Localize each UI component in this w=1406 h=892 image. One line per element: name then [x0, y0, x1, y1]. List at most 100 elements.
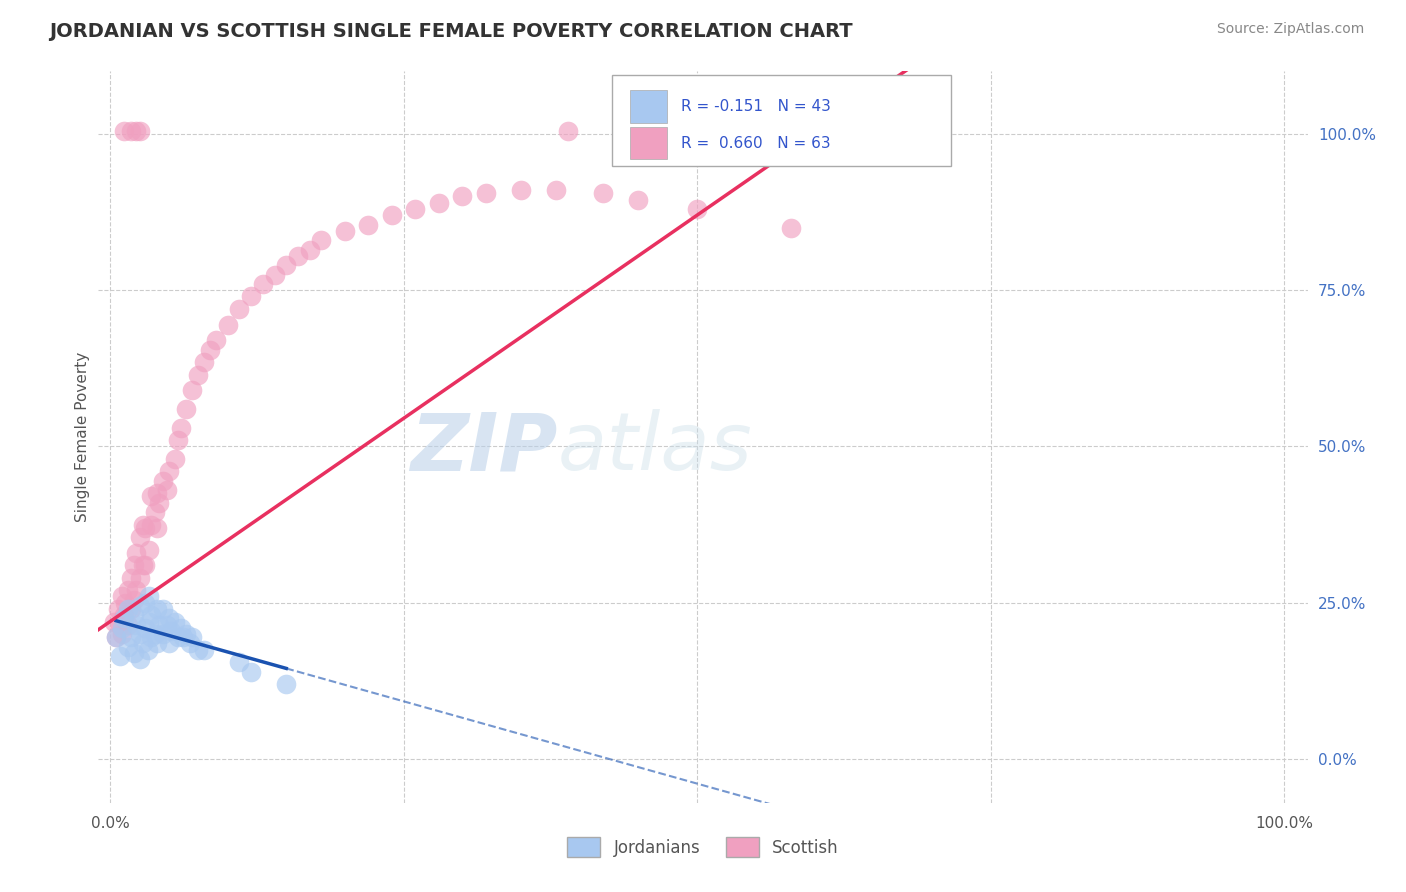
Point	[163, 615, 186, 629]
Point	[105, 630, 128, 644]
Point	[146, 602, 169, 616]
Point	[169, 420, 191, 434]
Point	[427, 195, 450, 210]
Point	[146, 636, 169, 650]
Point	[134, 558, 156, 573]
Legend: Jordanians, Scottish: Jordanians, Scottish	[561, 830, 845, 864]
Point	[157, 636, 180, 650]
Point	[111, 590, 134, 604]
Point	[134, 521, 156, 535]
Point	[117, 640, 139, 654]
Point	[132, 558, 155, 573]
Point	[128, 530, 150, 544]
Text: Source: ZipAtlas.com: Source: ZipAtlas.com	[1216, 22, 1364, 37]
Point	[120, 602, 142, 616]
Point	[228, 301, 250, 316]
Point	[122, 608, 145, 623]
Point	[105, 630, 128, 644]
Point	[114, 596, 136, 610]
Point	[204, 333, 226, 347]
Point	[686, 202, 709, 216]
Point	[141, 630, 163, 644]
Point	[125, 617, 148, 632]
Point	[132, 517, 155, 532]
Point	[146, 486, 169, 500]
Point	[181, 630, 204, 644]
Point	[146, 521, 169, 535]
Point	[187, 368, 209, 382]
Point	[125, 583, 148, 598]
Point	[404, 202, 426, 216]
Point	[333, 224, 356, 238]
Text: R = -0.151   N = 43: R = -0.151 N = 43	[682, 99, 831, 114]
Point	[138, 542, 160, 557]
Point	[163, 452, 186, 467]
Point	[155, 617, 177, 632]
Point	[108, 648, 131, 663]
Point	[155, 483, 177, 498]
Point	[120, 124, 142, 138]
Point	[510, 183, 533, 197]
Text: ZIP: ZIP	[411, 409, 558, 487]
Point	[357, 218, 380, 232]
Point	[157, 611, 180, 625]
Text: atlas: atlas	[558, 409, 752, 487]
Point	[107, 602, 129, 616]
Point	[187, 642, 209, 657]
Point	[128, 627, 150, 641]
Point	[128, 571, 150, 585]
Point	[128, 599, 150, 613]
Point	[167, 630, 190, 644]
Point	[193, 355, 215, 369]
FancyBboxPatch shape	[613, 75, 950, 167]
Point	[132, 636, 155, 650]
Point	[112, 124, 135, 138]
Point	[160, 624, 183, 638]
Point	[103, 615, 125, 629]
Point	[157, 465, 180, 479]
FancyBboxPatch shape	[630, 127, 666, 160]
Point	[128, 124, 150, 138]
Point	[125, 124, 148, 138]
Point	[451, 189, 474, 203]
Point	[546, 183, 568, 197]
Point	[557, 124, 579, 138]
Point	[152, 474, 174, 488]
Point	[122, 646, 145, 660]
Point	[176, 627, 198, 641]
Point	[167, 434, 190, 448]
Point	[263, 268, 285, 282]
Point	[172, 630, 194, 644]
Point	[276, 677, 298, 691]
Point	[141, 490, 163, 504]
Point	[117, 583, 139, 598]
Point	[143, 627, 166, 641]
Point	[136, 642, 159, 657]
Point	[152, 627, 174, 641]
Point	[475, 186, 498, 201]
Point	[152, 602, 174, 616]
Point	[627, 193, 650, 207]
Point	[252, 277, 274, 291]
Point	[111, 627, 134, 641]
Point	[198, 343, 221, 357]
Point	[181, 383, 204, 397]
Point	[117, 617, 139, 632]
Point	[381, 208, 404, 222]
Point	[240, 665, 263, 679]
Point	[287, 249, 309, 263]
Point	[592, 186, 614, 201]
Point	[176, 401, 198, 416]
Point	[111, 621, 134, 635]
Point	[134, 596, 156, 610]
Point	[148, 617, 170, 632]
Point	[125, 546, 148, 560]
Point	[141, 517, 163, 532]
Point	[141, 608, 163, 623]
Point	[122, 592, 145, 607]
Point	[134, 621, 156, 635]
Point	[138, 590, 160, 604]
Point	[112, 611, 135, 625]
Text: JORDANIAN VS SCOTTISH SINGLE FEMALE POVERTY CORRELATION CHART: JORDANIAN VS SCOTTISH SINGLE FEMALE POVE…	[49, 22, 853, 41]
Point	[112, 608, 135, 623]
